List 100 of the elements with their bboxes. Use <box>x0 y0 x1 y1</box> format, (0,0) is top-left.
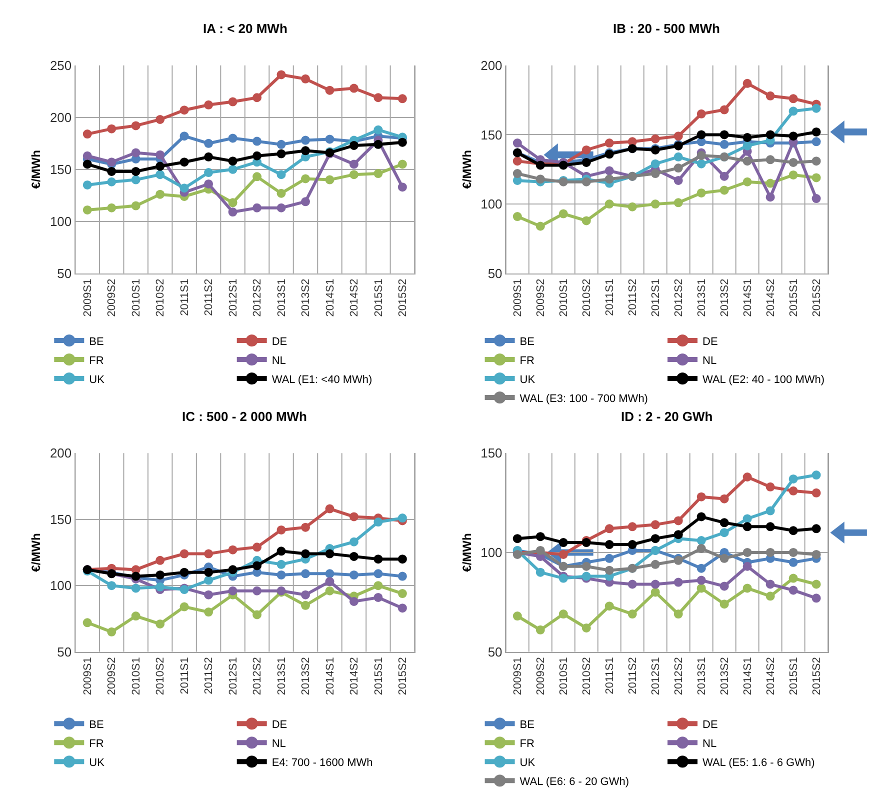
point <box>374 140 383 149</box>
legend-label: FR <box>520 354 535 367</box>
y-tick-label: 50 <box>488 644 502 660</box>
point <box>812 550 821 559</box>
point <box>300 549 310 558</box>
point <box>766 192 775 202</box>
x-tick-label: 2009S2 <box>534 657 547 696</box>
point <box>812 580 821 589</box>
point <box>812 127 821 136</box>
point <box>156 114 165 124</box>
point <box>788 106 798 116</box>
x-tick-label: 2014S2 <box>764 657 777 696</box>
point <box>742 522 752 532</box>
point <box>107 581 116 590</box>
x-tick-label: 2011S2 <box>203 278 216 316</box>
point <box>107 177 116 186</box>
point <box>398 604 407 613</box>
x-tick-label: 2013S1 <box>276 278 288 317</box>
y-axis-title: €/MWh <box>460 533 474 572</box>
point <box>349 170 358 180</box>
y-tick-label: 200 <box>50 110 72 125</box>
y-tick-label: 100 <box>50 578 72 594</box>
point <box>696 109 706 118</box>
point <box>398 160 407 169</box>
point <box>300 600 310 610</box>
x-tick-label: 2014S2 <box>348 278 361 317</box>
point <box>325 549 334 558</box>
point <box>180 184 189 193</box>
point <box>766 592 775 601</box>
point <box>349 570 358 580</box>
point <box>180 602 189 612</box>
point <box>512 534 522 544</box>
point <box>788 486 798 496</box>
point <box>252 542 262 552</box>
point <box>131 612 140 621</box>
point <box>82 180 92 190</box>
point <box>788 170 798 180</box>
point <box>742 514 752 524</box>
point <box>276 570 286 580</box>
y-axis-title: €/MWh <box>460 150 474 189</box>
legend-label: WAL (E6: 6 - 20 GWh) <box>520 776 630 788</box>
point <box>696 151 706 160</box>
y-tick-label: 150 <box>480 127 502 142</box>
point <box>398 138 407 147</box>
y-tick-label: 50 <box>57 644 72 660</box>
x-tick-label: 2010S1 <box>558 278 570 317</box>
point <box>107 627 116 636</box>
point <box>325 504 334 514</box>
x-tick-label: 2013S2 <box>718 657 731 696</box>
point <box>812 594 821 603</box>
point <box>180 568 189 577</box>
point <box>131 175 140 184</box>
y-tick-label: 200 <box>480 58 502 73</box>
x-tick-label: 2010S2 <box>580 278 593 317</box>
point <box>82 618 92 628</box>
point <box>650 134 660 144</box>
y-tick-label: 100 <box>480 196 502 212</box>
point <box>766 91 775 100</box>
point <box>107 124 116 134</box>
point <box>766 130 775 140</box>
point <box>812 194 821 204</box>
point <box>131 148 140 158</box>
x-tick-label: 2013S1 <box>696 657 708 696</box>
point <box>276 188 286 198</box>
x-tick-label: 2009S1 <box>512 657 524 696</box>
point <box>325 175 334 184</box>
point <box>558 209 568 218</box>
point <box>812 156 821 166</box>
x-tick-label: 2010S2 <box>580 657 593 696</box>
point <box>156 582 165 592</box>
legend-label: BE <box>520 718 534 731</box>
point <box>276 203 286 212</box>
legend-label: BE <box>89 336 104 348</box>
point <box>252 136 262 146</box>
point <box>156 170 165 180</box>
point <box>696 512 706 522</box>
point <box>131 201 140 210</box>
point <box>325 569 334 578</box>
point <box>720 130 729 140</box>
point <box>558 550 568 559</box>
legend-label: DE <box>702 336 718 348</box>
point <box>650 580 660 589</box>
x-tick-label: 2014S1 <box>324 657 336 696</box>
x-tick-label: 2015S2 <box>397 657 410 696</box>
chart-title: ID : 2 - 20 GWh <box>621 409 713 424</box>
point <box>276 546 286 556</box>
point <box>582 216 591 226</box>
point <box>204 179 214 188</box>
point <box>696 576 706 585</box>
point <box>156 556 165 565</box>
point <box>300 74 310 84</box>
point <box>398 182 407 192</box>
point <box>300 569 310 578</box>
point <box>788 586 798 595</box>
point <box>812 488 821 498</box>
point <box>742 133 752 142</box>
x-tick-label: 2015S1 <box>788 278 800 317</box>
point <box>604 200 614 209</box>
point <box>349 552 358 561</box>
point <box>558 538 568 548</box>
